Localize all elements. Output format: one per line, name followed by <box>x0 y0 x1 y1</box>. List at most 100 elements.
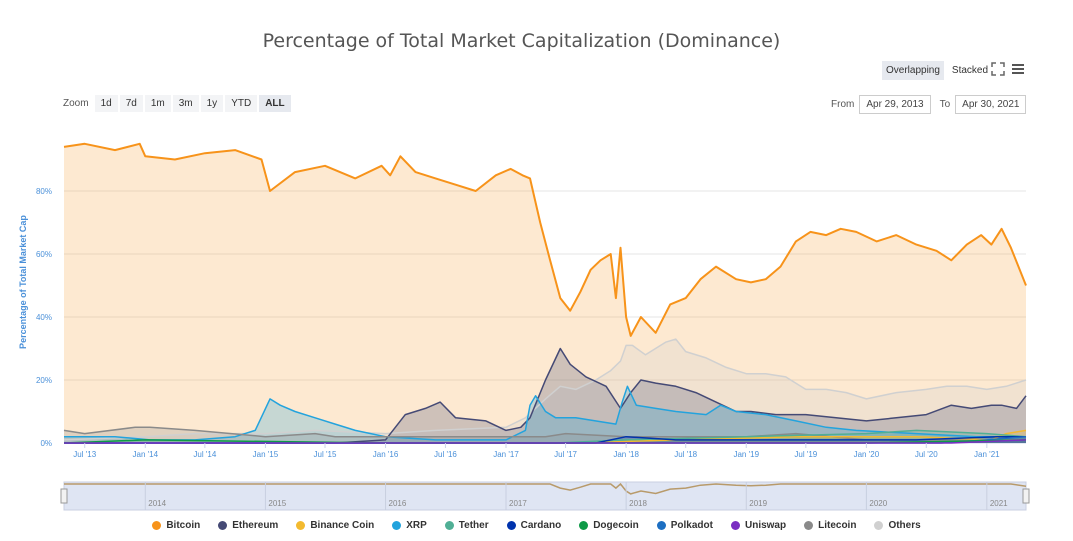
overlapping-button[interactable]: Overlapping <box>882 61 944 80</box>
x-tick-label: Jan '14 <box>133 450 159 459</box>
zoom-controls: Zoom 1d 7d 1m 3m 1y YTD ALL <box>63 95 291 112</box>
zoom-3m-button[interactable]: 3m <box>172 95 199 112</box>
legend-item-tether[interactable]: Tether <box>444 520 489 531</box>
legend-label: Cardano <box>520 520 562 531</box>
legend-marker <box>296 521 306 530</box>
zoom-7d-button[interactable]: 7d <box>119 95 143 112</box>
legend-marker <box>874 521 884 530</box>
x-tick-label: Jan '15 <box>253 450 279 459</box>
legend-marker <box>506 521 516 530</box>
legend-label: Dogecoin <box>593 520 639 531</box>
line-bitcoin <box>63 142 1027 337</box>
y-tick-label: 60% <box>36 250 52 259</box>
navigator-year-label: 2021 <box>990 499 1008 508</box>
y-tick-label: 40% <box>36 313 52 322</box>
x-tick-label: Jul '20 <box>915 450 938 459</box>
hamburger-menu-icon[interactable] <box>1011 62 1025 76</box>
from-label: From <box>831 99 855 110</box>
legend-marker <box>392 521 402 530</box>
legend-marker <box>218 521 228 530</box>
y-tick-label: 20% <box>36 376 52 385</box>
navigator-year-label: 2017 <box>509 499 527 508</box>
navigator-year-label: 2019 <box>749 499 767 508</box>
area-xrp <box>64 386 1026 443</box>
legend-marker <box>152 521 162 530</box>
legend-item-xrp[interactable]: XRP <box>392 520 427 531</box>
stacked-button[interactable]: Stacked <box>951 65 989 76</box>
legend-label: Others <box>888 520 921 531</box>
line-cardano <box>64 435 1026 444</box>
x-tick-label: Jan '20 <box>854 450 880 459</box>
legend-marker <box>656 521 666 530</box>
legend-marker <box>804 521 814 530</box>
legend-item-binance-coin[interactable]: Binance Coin <box>296 520 374 531</box>
to-label: To <box>939 99 951 110</box>
legend-label: Uniswap <box>744 520 787 531</box>
legend-label: Litecoin <box>818 520 857 531</box>
x-tick-label: Jul '14 <box>193 450 216 459</box>
legend-item-bitcoin[interactable]: Bitcoin <box>152 520 200 531</box>
x-tick-label: Jan '16 <box>373 450 399 459</box>
fullscreen-icon[interactable] <box>991 62 1005 76</box>
navigator-handle[interactable] <box>1022 488 1030 504</box>
y-axis-label: Percentage of Total Market Cap <box>18 215 28 349</box>
legend-marker <box>730 521 740 530</box>
view-toggle: Overlapping Stacked <box>882 61 992 80</box>
area-litecoin <box>64 427 1026 443</box>
x-tick-label: Jul '13 <box>73 450 96 459</box>
x-tick-label: Jul '15 <box>314 450 337 459</box>
navigator-year-label: 2016 <box>389 499 407 508</box>
legend-item-polkadot[interactable]: Polkadot <box>656 520 713 531</box>
navigator-year-label: 2015 <box>268 499 286 508</box>
navigator-panel: 2014 2015 2016 2017 2018 2019 2020 2021 <box>60 481 1030 511</box>
x-tick-label: Jan '17 <box>493 450 519 459</box>
zoom-all-button[interactable]: ALL <box>259 95 291 112</box>
legend-item-others[interactable]: Others <box>874 520 921 531</box>
date-range: From Apr 29, 2013 To Apr 30, 2021 <box>831 95 1027 114</box>
line-xrp <box>64 385 1026 441</box>
legend-label: Binance Coin <box>310 520 375 531</box>
navigator-year-label: 2018 <box>629 499 647 508</box>
line-uniswap <box>64 439 1027 444</box>
zoom-1m-button[interactable]: 1m <box>144 95 171 112</box>
series-areas <box>64 143 1026 444</box>
series-lines <box>63 142 1027 444</box>
zoom-1y-button[interactable]: 1y <box>200 95 224 112</box>
legend-label: Bitcoin <box>166 520 201 531</box>
legend-label: Ethereum <box>232 520 279 531</box>
area-others <box>64 339 1026 443</box>
from-date-input[interactable]: Apr 29, 2013 <box>859 95 931 114</box>
legend-item-cardano[interactable]: Cardano <box>506 520 562 531</box>
zoom-ytd-button[interactable]: YTD <box>225 95 258 112</box>
area-bitcoin <box>64 143 1026 444</box>
line-others <box>63 338 1027 441</box>
legend-label: Polkadot <box>670 520 713 531</box>
legend-label: XRP <box>406 520 427 531</box>
line-ethereum <box>64 347 1027 444</box>
x-tick-label: Jan '21 <box>974 450 1000 459</box>
legend-item-litecoin[interactable]: Litecoin <box>804 520 856 531</box>
x-tick-label: Jul '17 <box>554 450 577 459</box>
page-title: Percentage of Total Market Capitalizatio… <box>262 30 781 52</box>
navigator-year-label: 2020 <box>869 499 887 508</box>
zoom-1d-button[interactable]: 1d <box>94 95 118 112</box>
legend-label: Tether <box>458 520 489 531</box>
y-axis: 0% 20% 40% 60% 80% <box>36 187 52 448</box>
zoom-label: Zoom <box>63 98 89 109</box>
x-axis: Jul '13 Jan '14 Jul '14 Jan '15 Jul '15 Jan '… <box>73 443 1000 459</box>
x-tick-label: Jan '19 <box>733 450 759 459</box>
navigator-handle[interactable] <box>60 488 68 504</box>
navigator-series <box>64 482 1027 495</box>
y-tick-label: 0% <box>40 439 52 448</box>
legend-item-ethereum[interactable]: Ethereum <box>218 520 278 531</box>
x-tick-label: Jul '16 <box>434 450 457 459</box>
x-tick-label: Jul '18 <box>674 450 697 459</box>
legend-item-uniswap[interactable]: Uniswap <box>730 520 787 531</box>
y-tick-label: 80% <box>36 187 52 196</box>
legend-item-dogecoin[interactable]: Dogecoin <box>579 520 639 531</box>
area-cardano <box>64 436 1026 443</box>
to-date-input[interactable]: Apr 30, 2021 <box>955 95 1027 114</box>
legend-marker <box>579 521 589 530</box>
navigator-mask[interactable] <box>63 481 1027 511</box>
